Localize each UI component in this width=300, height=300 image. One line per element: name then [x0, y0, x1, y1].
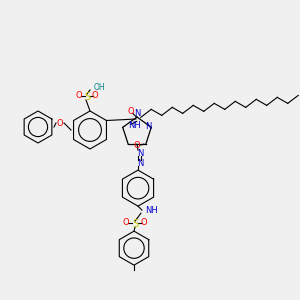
- Text: N: N: [137, 148, 143, 158]
- Text: S: S: [132, 219, 138, 229]
- Text: NH: NH: [128, 121, 140, 130]
- Text: N: N: [134, 110, 140, 118]
- Text: O: O: [76, 91, 82, 100]
- Text: S: S: [84, 92, 90, 102]
- Text: OH: OH: [94, 83, 106, 92]
- Text: N: N: [145, 122, 152, 131]
- Text: O: O: [128, 107, 134, 116]
- Text: NH: NH: [145, 206, 158, 214]
- Text: O: O: [123, 218, 129, 226]
- Text: O: O: [134, 141, 140, 150]
- Text: O: O: [141, 218, 147, 226]
- Text: O: O: [57, 118, 63, 127]
- Text: O: O: [92, 91, 98, 100]
- Text: N: N: [137, 159, 143, 168]
